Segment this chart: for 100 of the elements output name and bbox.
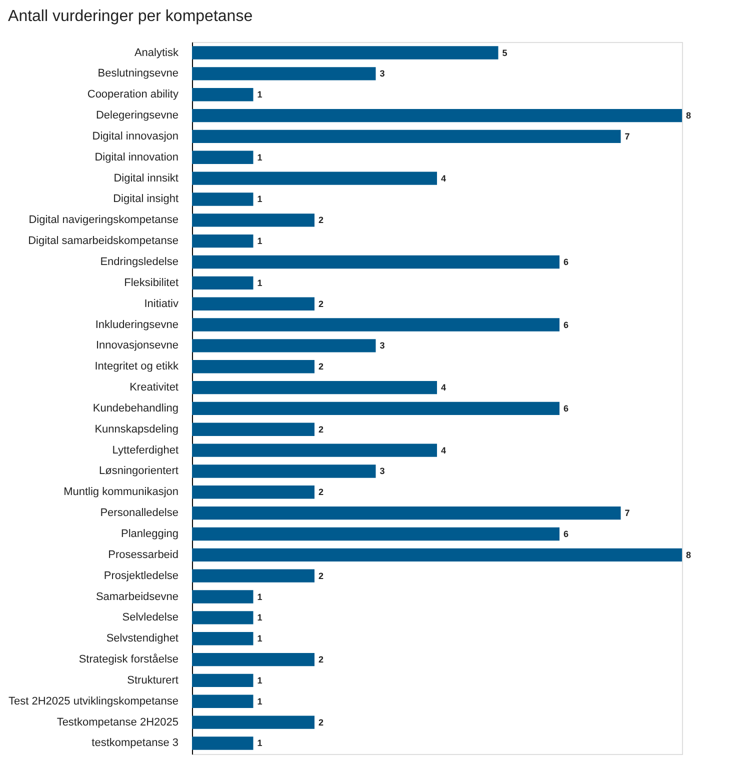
y-tick-label: Inkluderingsevne — [95, 318, 178, 331]
y-tick-label: Endringsledelse — [100, 256, 178, 268]
bar — [192, 380, 437, 394]
y-tick-label: Digital innovasjon — [92, 130, 178, 142]
data-label: 2 — [318, 215, 324, 226]
chart-title: Antall vurderinger per kompetanse — [8, 8, 253, 25]
data-label: 8 — [686, 110, 692, 121]
y-tick-label: Testkompetanse 2H2025 — [56, 716, 178, 728]
data-label: 3 — [380, 68, 385, 79]
data-label: 2 — [318, 570, 324, 581]
y-tick-label: Integritet og etikk — [94, 360, 179, 373]
y-tick-label: Kundebehandling — [92, 402, 178, 414]
bar — [192, 402, 560, 416]
bar — [192, 192, 254, 206]
y-tick-label: Test 2H2025 utviklingskompetanse — [8, 695, 178, 708]
y-tick-label: Strukturert — [127, 674, 178, 686]
bar — [192, 318, 560, 332]
bar — [192, 297, 314, 310]
y-tick-label: Kreativitet — [130, 382, 178, 394]
bar — [192, 674, 254, 688]
bar — [192, 716, 314, 729]
y-tick-label: Prosessarbeid — [108, 548, 178, 561]
data-label: 1 — [257, 90, 262, 100]
data-label: 1 — [257, 612, 262, 623]
y-tick-label: Prosjektledelse — [104, 570, 178, 582]
data-label: 8 — [686, 550, 692, 560]
data-label: 1 — [257, 634, 262, 644]
bar — [192, 88, 254, 102]
bar — [192, 632, 254, 646]
bar — [192, 67, 376, 80]
y-tick-label: Cooperation ability — [87, 88, 179, 101]
y-tick-label: Initiativ — [144, 298, 179, 310]
y-tick-label: Muntlig kommunikasjon — [64, 486, 178, 498]
data-label: 6 — [564, 320, 569, 330]
bar — [192, 506, 621, 520]
bar — [192, 130, 621, 144]
y-tick-label: Selvledelse — [122, 612, 178, 624]
bar — [192, 360, 314, 374]
y-tick-label: Beslutningsevne — [98, 68, 178, 80]
bar — [192, 590, 254, 604]
y-tick-label: Innovasjonsevne — [96, 340, 178, 352]
y-tick-label: Fleksibilitet — [124, 276, 178, 289]
y-tick-label: Planlegging — [121, 528, 178, 540]
data-label: 1 — [257, 675, 262, 686]
bar — [192, 694, 254, 708]
data-label: 1 — [257, 696, 262, 706]
bar — [192, 214, 314, 227]
bar — [192, 46, 498, 60]
bar — [192, 548, 682, 562]
bar — [192, 234, 254, 248]
y-tick-label: Løsningorientert — [99, 465, 178, 478]
data-label: 7 — [624, 131, 630, 142]
data-label: 1 — [257, 278, 262, 288]
y-tick-label: Personalledelse — [100, 507, 178, 520]
bar — [192, 339, 376, 352]
bar — [192, 172, 437, 185]
y-tick-label: Delegeringsevne — [96, 110, 178, 122]
y-tick-label: Analytisk — [134, 46, 179, 59]
data-label: 3 — [380, 466, 385, 476]
y-tick-label: Digital insight — [113, 193, 178, 206]
data-label: 4 — [441, 173, 446, 184]
y-tick-label: Digital navigeringskompetanse — [28, 214, 178, 226]
y-tick-label: testkompetanse 3 — [92, 737, 178, 750]
data-label: 1 — [257, 592, 262, 602]
data-label: 1 — [257, 738, 262, 748]
y-tick-label: Digital innovation — [94, 151, 178, 164]
data-label: 7 — [624, 508, 630, 518]
data-label: 1 — [257, 236, 262, 246]
bar — [192, 736, 254, 750]
y-tick-label: Kunnskapsdeling — [94, 423, 178, 436]
bar — [192, 150, 254, 164]
data-label: 1 — [257, 194, 262, 204]
bar — [192, 255, 560, 269]
data-label: 2 — [318, 298, 324, 309]
bar — [192, 108, 682, 122]
y-tick-label: Strategisk forståelse — [78, 654, 178, 666]
y-tick-label: Samarbeidsevne — [96, 590, 178, 603]
bar — [192, 422, 314, 436]
data-label: 2 — [318, 654, 324, 665]
data-label: 4 — [441, 445, 446, 456]
data-label: 1 — [257, 152, 262, 162]
bar — [192, 569, 314, 582]
data-label: 2 — [318, 487, 324, 498]
data-label: 2 — [318, 424, 324, 434]
data-label: 6 — [564, 529, 569, 539]
y-tick-label: Digital innsikt — [114, 172, 178, 184]
bar — [192, 611, 254, 624]
bar — [192, 276, 254, 290]
bar — [192, 486, 314, 499]
data-label: 4 — [441, 382, 446, 393]
data-label: 6 — [564, 257, 569, 267]
data-label: 5 — [502, 48, 508, 58]
bar — [192, 527, 560, 541]
bar — [192, 464, 376, 478]
data-label: 2 — [318, 717, 324, 728]
y-tick-label: Selvstendighet — [106, 632, 178, 645]
y-tick-label: Lytteferdighet — [112, 444, 178, 456]
data-label: 6 — [564, 403, 569, 414]
bar — [192, 444, 437, 457]
bar — [192, 652, 314, 666]
